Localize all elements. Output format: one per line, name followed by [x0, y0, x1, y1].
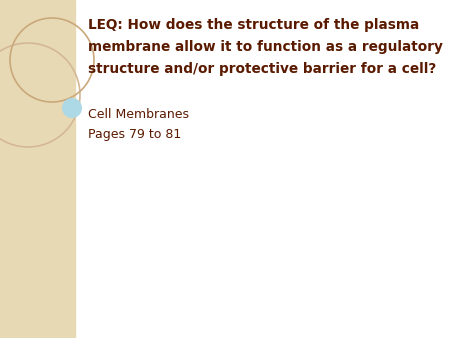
Text: LEQ: How does the structure of the plasma: LEQ: How does the structure of the plasm…	[88, 18, 419, 32]
Bar	[0, 0, 75, 338]
Text: membrane allow it to function as a regulatory: membrane allow it to function as a regul…	[88, 40, 443, 54]
Text: Pages 79 to 81: Pages 79 to 81	[88, 128, 181, 141]
Text: Cell Membranes: Cell Membranes	[88, 108, 189, 121]
Text: structure and/or protective barrier for a cell?: structure and/or protective barrier for …	[88, 62, 436, 76]
Circle shape	[62, 98, 82, 118]
